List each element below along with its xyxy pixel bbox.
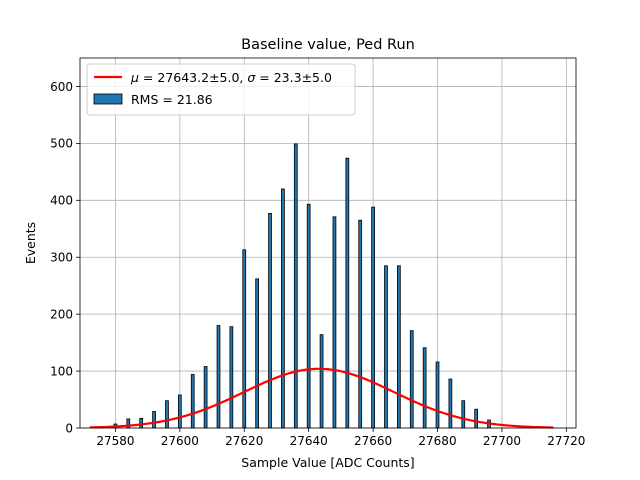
- histogram-bar: [422, 347, 427, 429]
- x-tick-label: 27620: [225, 434, 263, 448]
- gaussian-fit-curve: [89, 367, 554, 429]
- plot-frame: [79, 57, 577, 429]
- histogram-bar: [152, 411, 156, 429]
- histogram-bar: [190, 374, 195, 429]
- histogram-bar: [242, 249, 247, 429]
- legend-mu-symbol: μ: [130, 70, 139, 85]
- histogram-bar: [165, 400, 169, 429]
- histogram-bar: [409, 330, 414, 429]
- gaussian-fit: [89, 367, 554, 429]
- histogram-bar: [319, 334, 324, 429]
- legend-sigma-symbol: σ: [247, 70, 256, 85]
- x-axis-ticks: 27580 27600 27620 27640 27660 27680 27700 27720: [96, 428, 585, 448]
- histogram-bar: [384, 265, 388, 429]
- histogram-bar: [229, 326, 234, 429]
- legend-fit-label: μ = 27643.2±5.0, σ = 23.3±5.0: [130, 70, 332, 85]
- histogram-bar: [281, 188, 285, 429]
- x-tick-label: 27680: [418, 434, 456, 448]
- chart-title: Baseline value, Ped Run: [241, 37, 415, 53]
- x-tick-label: 27640: [290, 434, 328, 448]
- y-axis-ticks: 0 100 200 300 400 500 600: [50, 80, 80, 435]
- histogram-bar: [139, 417, 144, 429]
- histogram-bar: [345, 157, 350, 429]
- legend: μ = 27643.2±5.0, σ = 23.3±5.0 RMS = 21.8…: [86, 63, 356, 116]
- histogram-bar: [397, 265, 401, 429]
- histogram-bar: [461, 400, 466, 429]
- histogram-bar: [332, 216, 337, 429]
- y-tick-label: 100: [50, 364, 73, 378]
- y-axis-label: Events: [23, 222, 38, 264]
- histogram-bar: [293, 143, 298, 429]
- legend-rms-label: RMS = 21.86: [131, 92, 213, 107]
- histogram-bars: [113, 143, 491, 429]
- x-tick-label: 27580: [96, 434, 134, 448]
- histogram-bar: [371, 206, 375, 429]
- x-tick-label: 27660: [354, 434, 392, 448]
- histogram-bar: [203, 366, 208, 429]
- histogram-bar: [255, 278, 259, 429]
- legend-box: [86, 63, 356, 116]
- histogram-bar: [268, 212, 272, 429]
- x-tick-label: 27720: [547, 434, 585, 448]
- legend-mu-value: = 27643.2±5.0,: [139, 70, 247, 85]
- legend-sigma-value: = 23.3±5.0: [255, 70, 332, 85]
- y-tick-label: 200: [50, 307, 73, 321]
- y-tick-label: 300: [50, 251, 73, 265]
- y-tick-label: 500: [50, 137, 73, 151]
- y-tick-label: 400: [50, 194, 73, 208]
- x-tick-label: 27700: [483, 434, 521, 448]
- y-tick-label: 600: [50, 80, 73, 94]
- histogram-bar: [448, 378, 453, 429]
- y-tick-label: 0: [65, 421, 73, 435]
- grid-lines: [80, 58, 576, 429]
- x-tick-label: 27600: [161, 434, 199, 448]
- histogram-bar: [216, 325, 221, 429]
- histogram-bar: [358, 219, 363, 429]
- histogram-bar: [177, 394, 182, 429]
- histogram-bar: [474, 408, 479, 429]
- x-axis-label: Sample Value [ADC Counts]: [241, 455, 414, 470]
- legend-bar-swatch: [93, 93, 123, 105]
- plot-area-background: [80, 58, 576, 428]
- histogram-bar: [435, 361, 440, 429]
- histogram-bar: [306, 203, 311, 429]
